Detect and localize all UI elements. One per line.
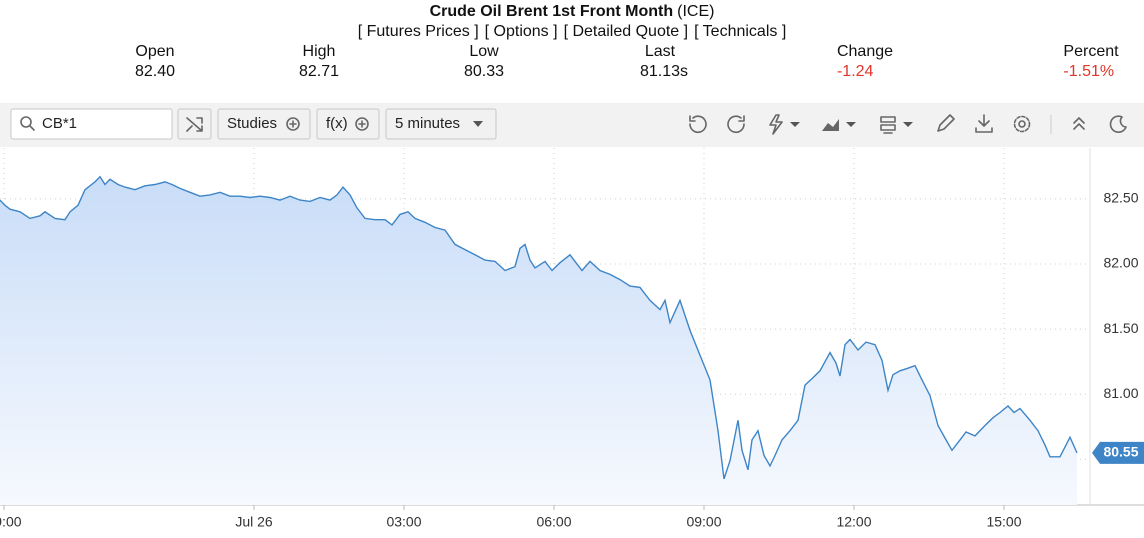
area xyxy=(0,176,1077,505)
quote-label: Change xyxy=(837,43,893,60)
settings-button[interactable] xyxy=(1013,115,1031,133)
x-tick-label: 03:00 xyxy=(386,514,421,530)
undo-button[interactable] xyxy=(689,115,707,134)
redo-button[interactable] xyxy=(727,115,745,134)
x-tick-label: 19:00 xyxy=(0,514,22,530)
x-tick-label: 15:00 xyxy=(986,514,1021,530)
settings-button[interactable] xyxy=(1018,120,1026,128)
fx-button[interactable] xyxy=(316,108,380,140)
plus-icon xyxy=(289,120,297,128)
fx-label: f(x) xyxy=(326,115,348,132)
search-text: CB*1 xyxy=(42,115,77,132)
quote-table: Open 82.40 High 82.71 Low 80.33 Last 81.13s Chan… xyxy=(135,43,1119,80)
dropdown-arrow xyxy=(903,122,913,127)
quote-label: Low xyxy=(469,43,499,60)
exchange: (ICE) xyxy=(677,3,714,20)
price-line xyxy=(0,175,1078,480)
link[interactable]: [ Options ] xyxy=(485,23,558,40)
quote-label: Last xyxy=(645,43,676,60)
link[interactable]: [ Futures Prices ] xyxy=(358,23,479,40)
quote-value: 82.71 xyxy=(299,63,339,80)
plus-icon xyxy=(355,117,369,131)
y-tick-label: 82.00 xyxy=(1103,255,1138,271)
y-tick-label: 81.00 xyxy=(1103,385,1138,401)
title: Crude Oil Brent 1st Front Month xyxy=(430,3,674,20)
quote-label: Percent xyxy=(1063,43,1119,60)
x-tick-label: Jul 26 xyxy=(235,514,273,530)
links: [ Futures Prices ] [ Options ] [ Detailed … xyxy=(358,23,787,40)
draw-button[interactable] xyxy=(937,114,955,132)
x-tick-label: 12:00 xyxy=(836,514,871,530)
quote-value: -1.24 xyxy=(837,63,874,80)
shuffle-icon xyxy=(186,117,203,132)
link[interactable]: [ Detailed Quote ] xyxy=(564,23,689,40)
toolbar-icons xyxy=(689,114,1127,135)
x-tick-label: 09:00 xyxy=(686,514,721,530)
dropdown-arrow xyxy=(473,121,483,127)
quote-value: -1.51% xyxy=(1063,63,1114,80)
search-icon xyxy=(29,125,35,131)
chart-type-button[interactable] xyxy=(822,119,839,131)
download-button[interactable] xyxy=(975,114,993,133)
interval-label: 5 minutes xyxy=(395,115,460,132)
plus-icon xyxy=(286,117,300,131)
layout-button[interactable] xyxy=(880,116,896,134)
y-tick-label: 81.50 xyxy=(1103,320,1138,336)
dropdown-arrow xyxy=(790,122,800,127)
search-box[interactable] xyxy=(10,108,173,140)
quote-value: 82.40 xyxy=(135,63,175,80)
price-badge-label: 80.55 xyxy=(1103,444,1138,460)
plus-icon xyxy=(358,120,366,128)
quote-value: 81.13s xyxy=(640,63,688,80)
studies-button[interactable] xyxy=(217,108,311,140)
interval-dropdown[interactable] xyxy=(385,108,497,140)
link[interactable]: [ Technicals ] xyxy=(694,23,786,40)
studies-label: Studies xyxy=(227,115,277,132)
header: Crude Oil Brent 1st Front Month (ICE) xyxy=(430,3,715,20)
quote-value: 80.33 xyxy=(464,63,504,80)
events-button[interactable] xyxy=(769,114,783,135)
y-tick-label: 82.50 xyxy=(1103,190,1138,206)
quote-label: Open xyxy=(135,43,174,60)
search-icon xyxy=(20,116,32,128)
theme-button[interactable] xyxy=(1109,115,1127,133)
collapse-button[interactable] xyxy=(1073,117,1085,130)
quote-label: High xyxy=(303,43,336,60)
dropdown-arrow xyxy=(846,122,856,127)
x-tick-label: 06:00 xyxy=(536,514,571,530)
price-badge xyxy=(1092,441,1144,464)
